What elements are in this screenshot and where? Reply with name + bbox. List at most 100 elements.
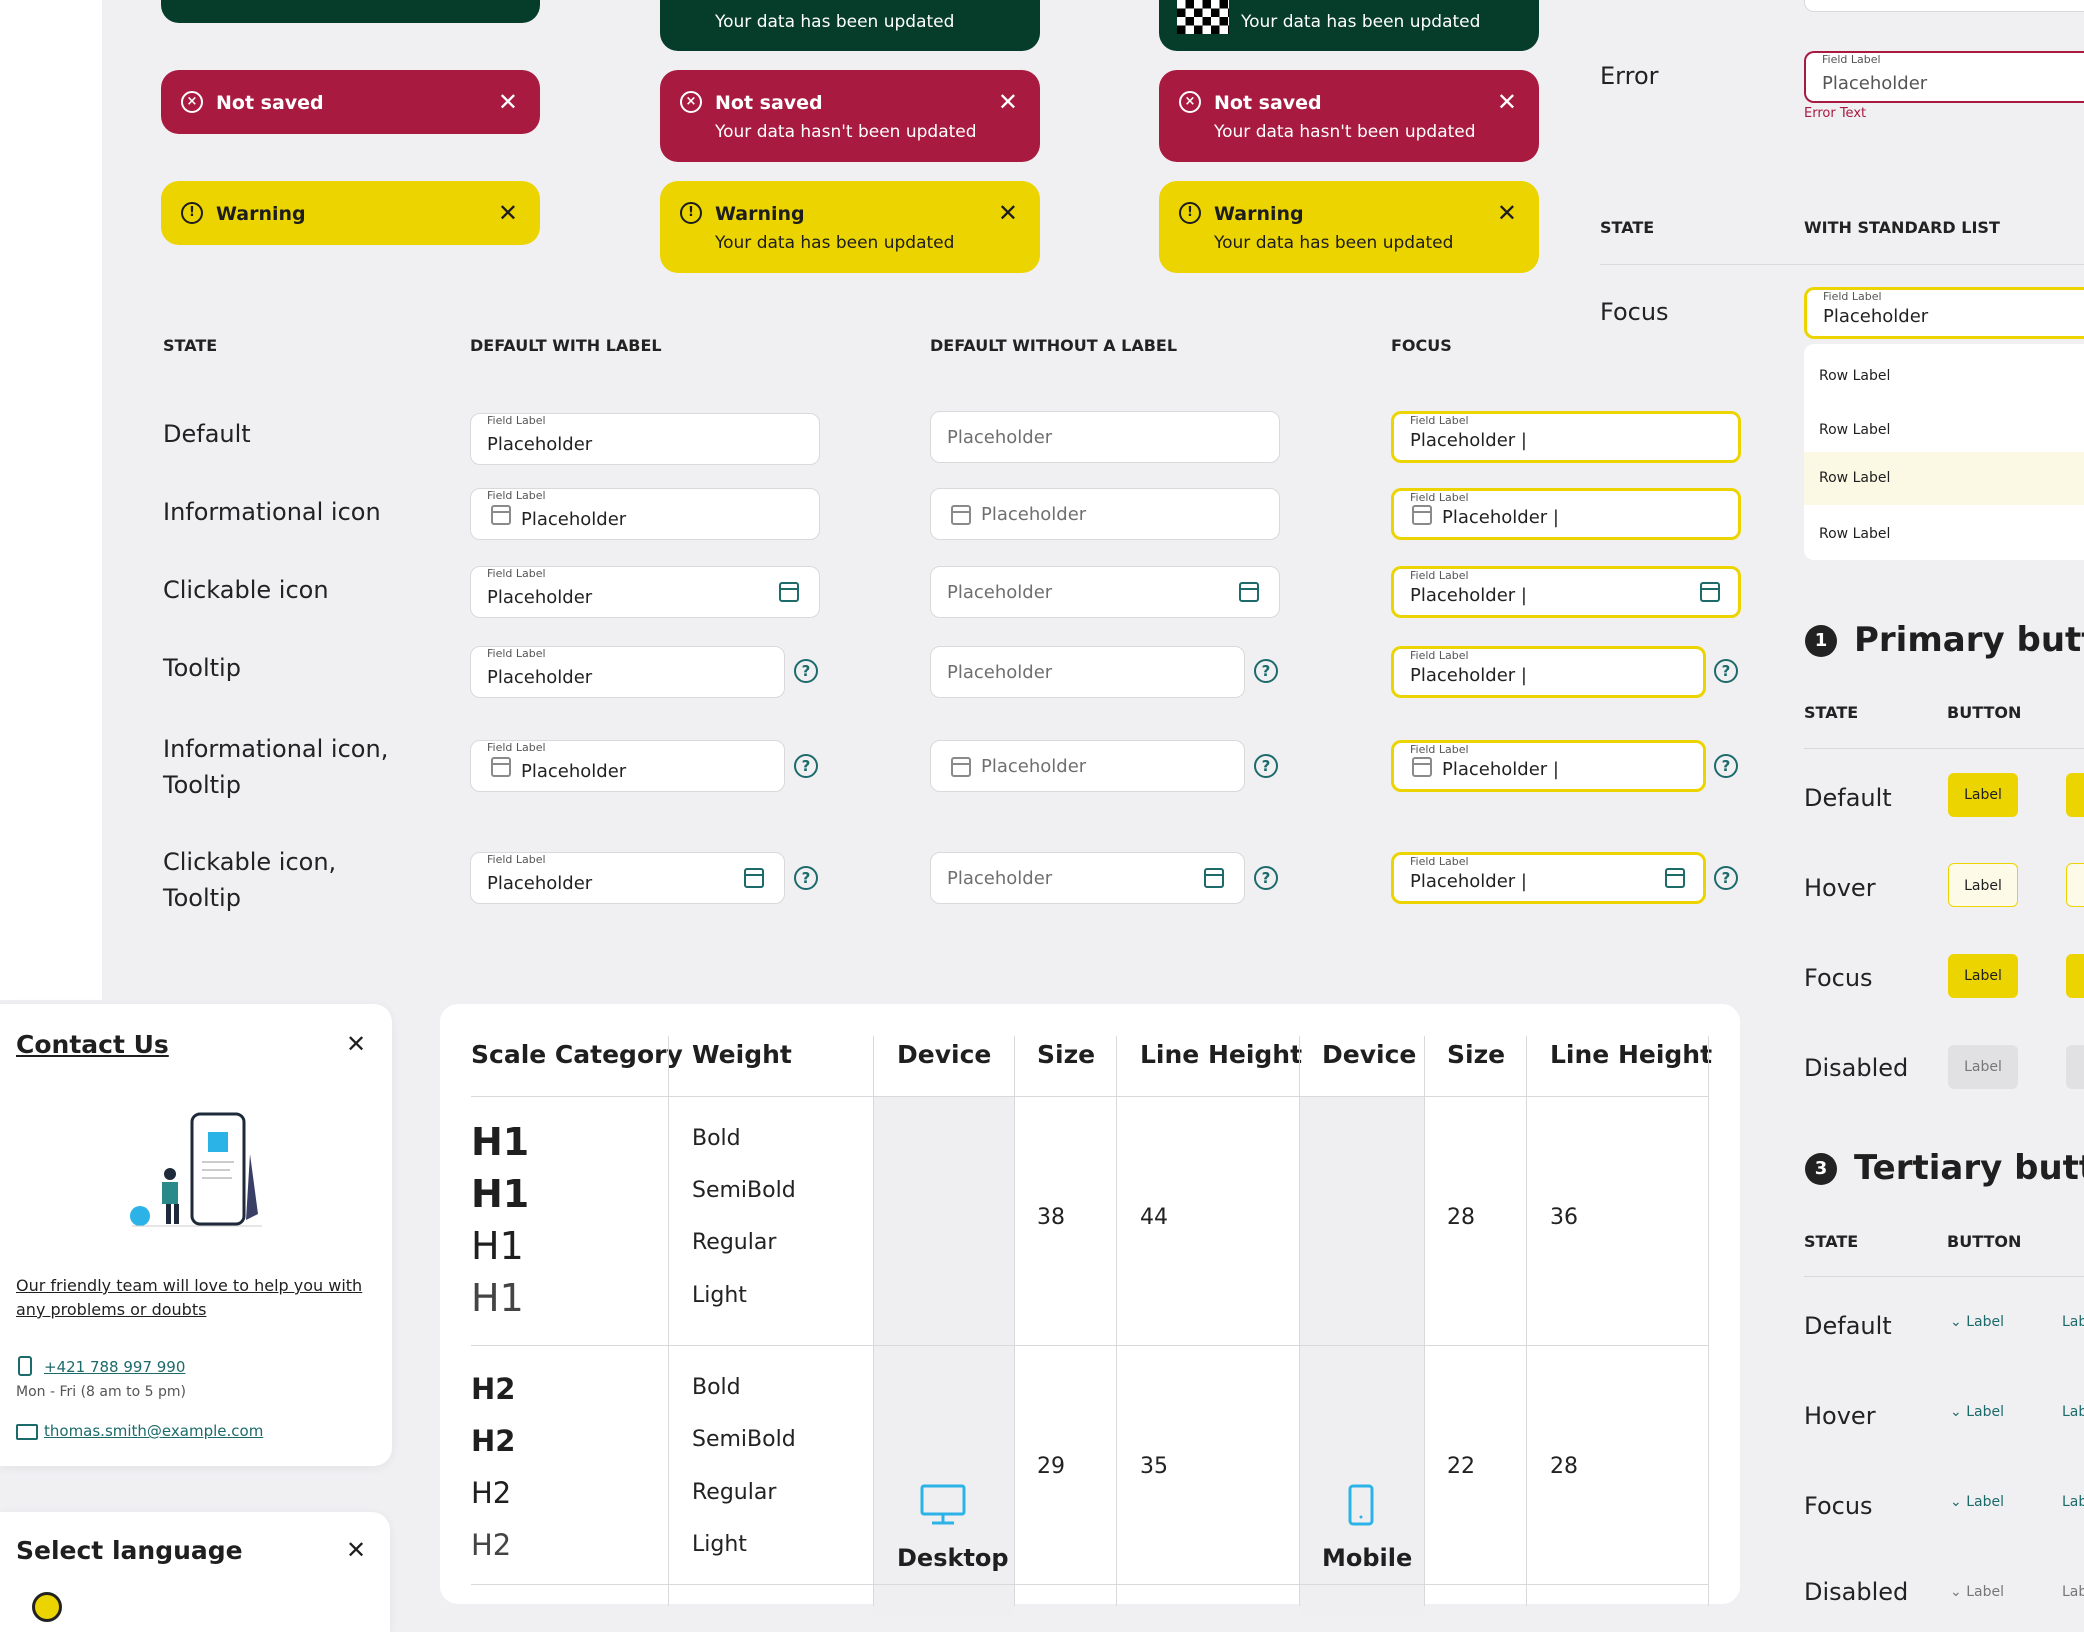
chevron-down-icon: ⌄ <box>1950 1584 1967 1600</box>
exclamation-circle-icon: ! <box>181 202 203 224</box>
column-header: Device <box>1322 1040 1417 1069</box>
text-field-partial[interactable] <box>1804 0 2084 12</box>
text-field-focused[interactable]: Field Label Placeholder | <box>1391 646 1706 698</box>
primary-button-partial[interactable] <box>2066 863 2084 907</box>
text-field-error[interactable]: Field Label Placeholder <box>1804 51 2084 103</box>
field-label: Field Label <box>487 567 546 580</box>
state-label: Default <box>163 420 251 448</box>
close-icon[interactable]: ✕ <box>1496 88 1517 116</box>
calendar-icon[interactable] <box>1700 582 1720 602</box>
text-field-focused[interactable]: Field Label Placeholder | <box>1391 411 1741 463</box>
phone-link[interactable]: +421 788 997 990 <box>44 1358 186 1376</box>
tertiary-button-focus[interactable]: ⌄ Label <box>1950 1494 2004 1510</box>
calendar-icon[interactable] <box>1239 582 1259 602</box>
text-field[interactable]: Placeholder <box>930 566 1280 618</box>
divider <box>873 1036 874 1606</box>
toast-success-image: Your data has been updated <box>1159 0 1539 51</box>
help-icon[interactable]: ? <box>1254 866 1278 890</box>
text-field[interactable]: Field Label Placeholder <box>470 413 820 465</box>
button-label: Label <box>1966 1494 2004 1510</box>
section-title: Primary button <box>1854 620 2084 660</box>
close-icon[interactable]: ✕ <box>997 88 1018 116</box>
help-icon[interactable]: ? <box>794 866 818 890</box>
state-label: Clickable icon <box>163 576 329 604</box>
state-label: Hover <box>1804 874 1876 902</box>
scale-sample: H2 <box>471 1528 512 1562</box>
field-label: Field Label <box>1410 649 1469 662</box>
x-circle-icon: × <box>680 91 702 113</box>
text-field-focused[interactable]: Field Label Placeholder | <box>1391 740 1706 792</box>
row-label: Row Label <box>1819 526 1891 542</box>
primary-button-partial[interactable] <box>2066 773 2084 817</box>
help-icon[interactable]: ? <box>1714 866 1738 890</box>
help-icon[interactable]: ? <box>1714 754 1738 778</box>
help-icon[interactable]: ? <box>794 754 818 778</box>
email-link[interactable]: thomas.smith@example.com <box>44 1422 264 1440</box>
close-icon[interactable]: ✕ <box>497 199 518 227</box>
help-icon[interactable]: ? <box>1254 754 1278 778</box>
text-field[interactable]: Field Label Placeholder <box>470 488 820 540</box>
column-header: Line Height <box>1140 1040 1303 1069</box>
primary-button-default[interactable]: Label <box>1948 773 2018 817</box>
radio-icon[interactable] <box>32 1592 62 1622</box>
text-field-focused[interactable]: Field Label Placeholder | <box>1391 852 1706 904</box>
select-field-focused[interactable]: Field Label Placeholder <box>1804 287 2084 339</box>
close-icon[interactable]: ✕ <box>346 1031 367 1058</box>
text-field-focused[interactable]: Field Label Placeholder | <box>1391 566 1741 618</box>
text-field[interactable]: Placeholder <box>930 488 1280 540</box>
list-item[interactable]: Row Label <box>1804 404 2084 456</box>
field-label: Field Label <box>487 647 546 660</box>
text-field[interactable]: Placeholder <box>930 411 1280 463</box>
help-icon[interactable]: ? <box>1714 659 1738 683</box>
field-label: Field Label <box>1410 569 1469 582</box>
close-icon[interactable]: ✕ <box>497 88 518 116</box>
text-field[interactable]: Placeholder <box>930 646 1245 698</box>
text-field[interactable]: Field Label Placeholder <box>470 740 785 792</box>
toast-success: Your data has been updated <box>660 0 1040 51</box>
scale-sample: H2 <box>471 1476 512 1510</box>
list-item-hover[interactable]: Row Label <box>1804 452 2084 505</box>
help-icon[interactable]: ? <box>794 659 818 683</box>
device-column-desktop <box>873 1096 1014 1616</box>
tertiary-button-partial[interactable]: Lab <box>2062 1404 2084 1420</box>
placeholder: Placeholder <box>947 868 1053 889</box>
scale-sample: H1 <box>471 1224 524 1268</box>
field-label: Field Label <box>487 414 546 427</box>
calendar-icon[interactable] <box>1204 868 1224 888</box>
calendar-icon[interactable] <box>744 868 764 888</box>
text-field[interactable]: Field Label Placeholder <box>470 566 820 618</box>
calendar-icon <box>951 757 971 777</box>
section-number-badge: 3 <box>1805 1153 1837 1185</box>
contact-title: Contact Us <box>16 1030 169 1059</box>
weight-label: Bold <box>692 1126 741 1151</box>
state-label: Hover <box>1804 1402 1876 1430</box>
list-item[interactable]: Row Label <box>1804 350 2084 402</box>
tertiary-button-default[interactable]: ⌄ Label <box>1950 1314 2004 1330</box>
mail-icon <box>16 1424 38 1440</box>
text-field-focused[interactable]: Field Label Placeholder | <box>1391 488 1741 540</box>
device-label: Desktop <box>897 1544 1009 1572</box>
list-item[interactable]: Row Label <box>1804 508 2084 560</box>
tertiary-button-partial[interactable]: Lab <box>2062 1314 2084 1330</box>
help-icon[interactable]: ? <box>1254 659 1278 683</box>
device-label: Mobile <box>1322 1544 1413 1572</box>
primary-button-hover[interactable]: Label <box>1948 863 2018 907</box>
primary-button-partial[interactable] <box>2066 954 2084 998</box>
text-field[interactable]: Placeholder <box>930 740 1245 792</box>
close-icon[interactable]: ✕ <box>1496 199 1517 227</box>
primary-button-focus[interactable]: Label <box>1948 954 2018 998</box>
calendar-icon <box>491 505 511 525</box>
text-field[interactable]: Placeholder <box>930 852 1245 904</box>
calendar-icon[interactable] <box>779 582 799 602</box>
error-text: Error Text <box>1804 106 1867 121</box>
text-field[interactable]: Field Label Placeholder <box>470 646 785 698</box>
close-icon[interactable]: ✕ <box>346 1537 367 1564</box>
state-label: Informational icon <box>163 498 381 526</box>
tertiary-button-partial[interactable]: Lab <box>2062 1494 2084 1510</box>
language-title: Select language <box>16 1536 243 1565</box>
calendar-icon[interactable] <box>1665 868 1685 888</box>
toast-success-compact <box>161 0 540 23</box>
tertiary-button-hover[interactable]: ⌄ Label <box>1950 1404 2004 1420</box>
close-icon[interactable]: ✕ <box>997 199 1018 227</box>
text-field[interactable]: Field Label Placeholder <box>470 852 785 904</box>
